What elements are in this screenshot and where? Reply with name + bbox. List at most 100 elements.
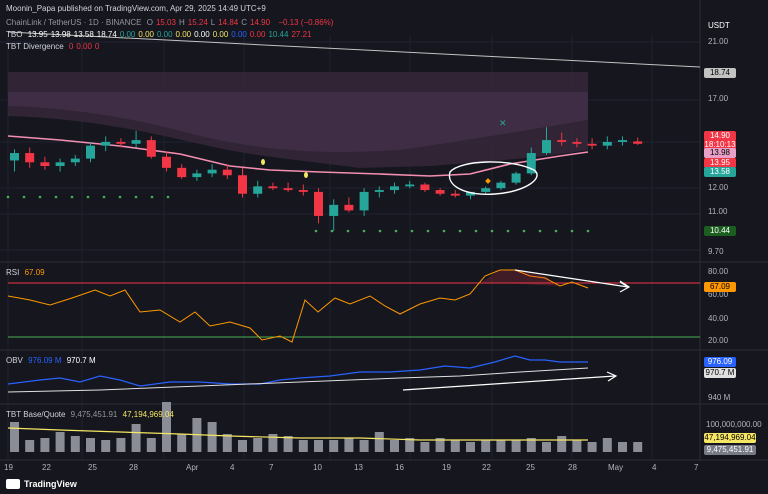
tradingview-logo-icon [6,479,20,489]
candle-18 [283,182,293,192]
bq-bar [572,440,582,452]
candle-body [40,162,50,166]
ohlc-key-H: H [178,18,185,27]
tbo-value: 18.74 [96,30,117,39]
bq-bar [314,440,323,452]
support-dot [6,195,10,199]
price-axis-label: 17.00 [708,94,729,103]
rsi-axis-label: 80.00 [708,267,729,276]
bq-bar [405,438,415,452]
bq-bar [116,438,126,452]
tbo-value: 0.00 [249,30,266,39]
support-dot [102,195,106,199]
candle-body [420,184,430,191]
price-axis-label: 12.00 [708,183,729,192]
tbt-div-name: TBT Divergence [6,42,64,51]
time-axis-label: 19 [4,463,13,472]
support-dot [70,195,74,199]
candle-35 [542,127,551,155]
bq-bar [542,442,551,452]
candle-body [253,186,263,194]
price-tag: 10.44 [704,226,736,236]
price-change: −0.13 (−0.86%) [278,18,334,27]
candle-12 [192,169,202,181]
support-dot [474,229,478,233]
support-dot [570,229,574,233]
candle-body [177,167,187,178]
tbo-value: 0.00 [119,30,136,39]
obv-legend[interactable]: OBV 976.09 M 970.7 M [6,356,99,365]
candle-0 [10,149,19,172]
bq-bar [511,440,521,452]
candle-body [283,188,293,191]
candle-body [238,175,247,194]
support-dot [490,229,494,233]
candle-body [450,193,460,196]
price-tag: 18.74 [704,68,736,78]
bq-bar [374,432,384,452]
candle-4 [70,154,80,166]
tbo-cloud-inner [8,92,588,152]
currency-label[interactable]: USDT [708,21,730,30]
candle-body [162,156,171,168]
ohlc-values: O 15.03 H 15.24 L 14.84 C 14.90 [147,18,273,27]
support-dot [166,195,170,199]
time-axis-label: 19 [442,463,451,472]
bq-axis-label: 100,000,000.00 [706,420,762,429]
candle-body [526,153,536,174]
support-dot [134,195,138,199]
rsi-legend[interactable]: RSI 67.09 [6,268,48,277]
bq-tag-1: 47,194,969.04 [704,433,756,443]
tbo-value: 0.00 [194,30,210,39]
ohlc-key-L: L [210,18,216,27]
candle-28 [435,188,445,196]
bq-bar [131,424,141,452]
tbo-value: 0.00 [231,30,247,39]
bq-legend[interactable]: TBT Base/Quote 9,475,451.91 47,194,969.0… [6,410,177,419]
candle-body [435,190,445,194]
time-axis-label: 22 [42,463,51,472]
candle-body [374,190,384,192]
tbo-legend[interactable]: TBO 13.95 13.98 13.58 18.74 0.00 0.00 0.00 0.00… [6,30,318,39]
support-dot [410,229,414,233]
bq-bar [55,432,65,452]
bq-bar [298,440,308,452]
time-axis-label: Apr [186,463,199,472]
candle-14 [222,164,232,179]
candle-body [329,204,339,216]
ohlc-val-C: 14.90 [250,18,271,27]
time-axis-label: 22 [482,463,491,472]
candle-32 [496,180,506,191]
candle-body [207,169,217,174]
tbt-divergence-legend[interactable]: TBT Divergence 0 0.00 0 [6,42,105,51]
obv-tag-2: 970.7 M [704,368,736,378]
bq-tag-2: 9,475,451.91 [704,445,756,455]
bq-bar [450,440,460,452]
time-axis-label: 4 [652,463,657,472]
candle-body [268,186,278,189]
tbo-value: 0.00 [212,30,229,39]
bq-value-2: 47,194,969.04 [122,410,174,419]
bq-ma-line [7,427,588,441]
bq-bar [253,438,263,452]
candle-body [192,173,202,178]
bq-bar [466,442,475,452]
bq-bar [633,442,643,452]
candle-6 [101,136,111,152]
diamond-marker [485,178,491,184]
symbol-name[interactable]: ChainLink / TetherUS · 1D · BINANCE [6,18,142,27]
rsi-axis-label: 20.00 [708,336,729,345]
candle-10 [162,151,171,172]
price-tag: 13.98 [704,148,736,158]
bq-bar [420,442,430,452]
ohlc-val-O: 15.03 [155,18,176,27]
candle-13 [207,164,217,178]
bq-bar [238,440,247,452]
annotation-ellipse [448,161,538,195]
time-axis-label: 25 [88,463,97,472]
ohlc-val-L: 14.84 [218,18,239,27]
tbo-value: 13.98 [50,30,71,39]
ohlc-key-C: C [241,18,248,27]
